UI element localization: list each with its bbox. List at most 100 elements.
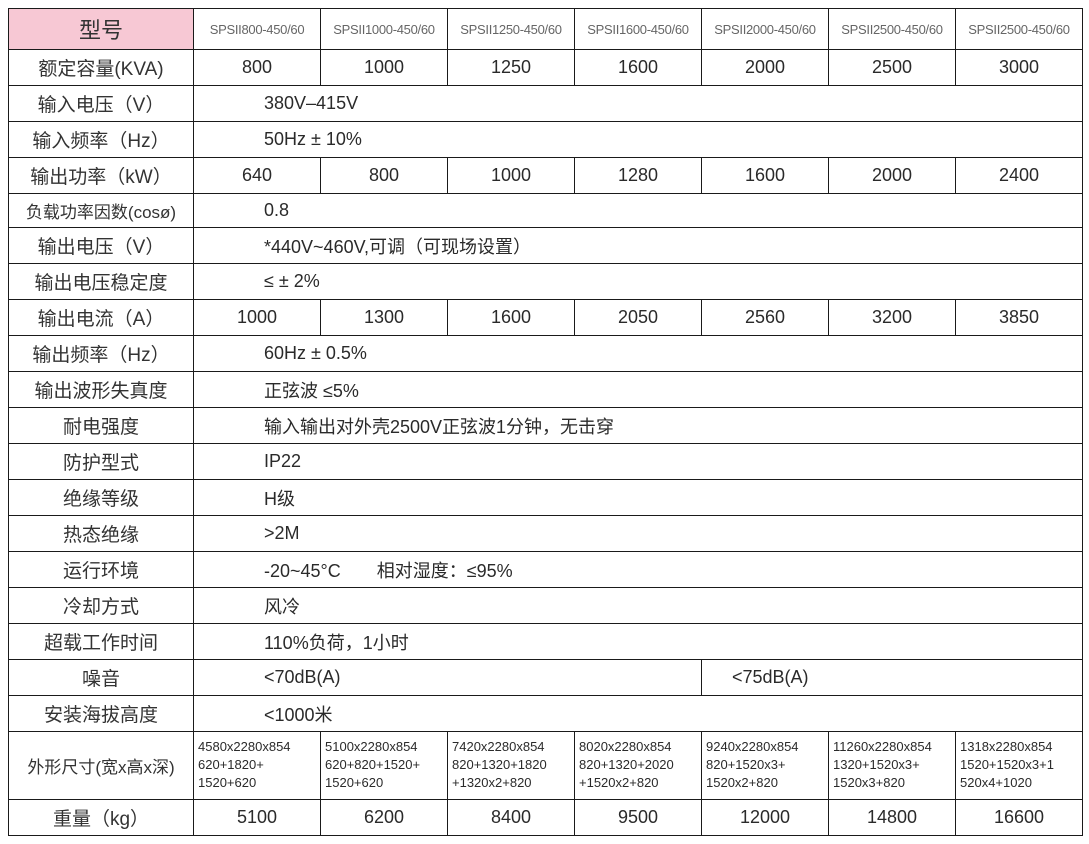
rated-capacity-3: 1600	[575, 50, 702, 86]
output-power-2: 1000	[448, 158, 575, 194]
row-input-freq: 输入频率（Hz） 50Hz ± 10%	[9, 122, 1083, 158]
model-6: SPSII2500-450/60	[956, 9, 1083, 50]
dimensions-0: 4580x2280x854 620+1820+ 1520+620	[194, 732, 321, 800]
row-altitude: 安装海拔高度 <1000米	[9, 696, 1083, 732]
rated-capacity-4: 2000	[702, 50, 829, 86]
dimensions-5: 11260x2280x854 1320+1520x3+ 1520x3+820	[829, 732, 956, 800]
output-freq-value: 60Hz ± 0.5%	[194, 336, 1083, 372]
output-stability-value: ≤ ± 2%	[194, 264, 1083, 300]
insulation-value: H级	[194, 480, 1083, 516]
noise-label: 噪音	[9, 660, 194, 696]
row-load-pf: 负载功率因数(cosø) 0.8	[9, 194, 1083, 228]
output-voltage-label: 输出电压（V）	[9, 228, 194, 264]
output-stability-label: 输出电压稳定度	[9, 264, 194, 300]
output-power-3: 1280	[575, 158, 702, 194]
input-voltage-label: 输入电压（V）	[9, 86, 194, 122]
dielectric-label: 耐电强度	[9, 408, 194, 444]
output-current-4: 2560	[702, 300, 829, 336]
header-row: 型号 SPSII800-450/60 SPSII1000-450/60 SPSI…	[9, 9, 1083, 50]
model-4: SPSII2000-450/60	[702, 9, 829, 50]
rated-capacity-label: 额定容量(KVA)	[9, 50, 194, 86]
row-weight: 重量（kg） 5100 6200 8400 9500 12000 14800 1…	[9, 800, 1083, 836]
row-distortion: 输出波形失真度 正弦波 ≤5%	[9, 372, 1083, 408]
environment-value: -20~45°C 相对湿度：≤95%	[194, 552, 1083, 588]
model-3: SPSII1600-450/60	[575, 9, 702, 50]
weight-label: 重量（kg）	[9, 800, 194, 836]
noise-value-1: <70dB(A)	[194, 660, 702, 696]
noise-value-2: <75dB(A)	[702, 660, 1083, 696]
output-power-6: 2400	[956, 158, 1083, 194]
row-output-freq: 输出频率（Hz） 60Hz ± 0.5%	[9, 336, 1083, 372]
header-label: 型号	[9, 9, 194, 50]
model-2: SPSII1250-450/60	[448, 9, 575, 50]
row-noise: 噪音 <70dB(A) <75dB(A)	[9, 660, 1083, 696]
input-freq-label: 输入频率（Hz）	[9, 122, 194, 158]
row-environment: 运行环境 -20~45°C 相对湿度：≤95%	[9, 552, 1083, 588]
row-output-stability: 输出电压稳定度 ≤ ± 2%	[9, 264, 1083, 300]
weight-2: 8400	[448, 800, 575, 836]
row-output-current: 输出电流（A） 1000 1300 1600 2050 2560 3200 38…	[9, 300, 1083, 336]
model-0: SPSII800-450/60	[194, 9, 321, 50]
output-current-0: 1000	[194, 300, 321, 336]
weight-5: 14800	[829, 800, 956, 836]
protection-value: IP22	[194, 444, 1083, 480]
input-voltage-value: 380V–415V	[194, 86, 1083, 122]
load-pf-label: 负载功率因数(cosø)	[9, 194, 194, 228]
environment-label: 运行环境	[9, 552, 194, 588]
weight-3: 9500	[575, 800, 702, 836]
dimensions-4: 9240x2280x854 820+1520x3+ 1520x2+820	[702, 732, 829, 800]
load-pf-value: 0.8	[194, 194, 1083, 228]
row-overload: 超载工作时间 110%负荷，1小时	[9, 624, 1083, 660]
overload-label: 超载工作时间	[9, 624, 194, 660]
row-insulation: 绝缘等级 H级	[9, 480, 1083, 516]
output-current-2: 1600	[448, 300, 575, 336]
output-power-1: 800	[321, 158, 448, 194]
cooling-label: 冷却方式	[9, 588, 194, 624]
dimensions-2: 7420x2280x854 820+1320+1820 +1320x2+820	[448, 732, 575, 800]
output-voltage-value: *440V~460V,可调（可现场设置）	[194, 228, 1083, 264]
dimensions-6: 1318x2280x854 1520+1520x3+1 520x4+1020	[956, 732, 1083, 800]
spec-table: 型号 SPSII800-450/60 SPSII1000-450/60 SPSI…	[8, 8, 1083, 836]
row-dielectric: 耐电强度 输入输出对外壳2500V正弦波1分钟，无击穿	[9, 408, 1083, 444]
weight-6: 16600	[956, 800, 1083, 836]
row-rated-capacity: 额定容量(KVA) 800 1000 1250 1600 2000 2500 3…	[9, 50, 1083, 86]
output-current-label: 输出电流（A）	[9, 300, 194, 336]
altitude-value: <1000米	[194, 696, 1083, 732]
rated-capacity-2: 1250	[448, 50, 575, 86]
output-power-4: 1600	[702, 158, 829, 194]
output-current-1: 1300	[321, 300, 448, 336]
thermal-value: >2M	[194, 516, 1083, 552]
row-protection: 防护型式 IP22	[9, 444, 1083, 480]
output-current-5: 3200	[829, 300, 956, 336]
row-input-voltage: 输入电压（V） 380V–415V	[9, 86, 1083, 122]
protection-label: 防护型式	[9, 444, 194, 480]
weight-0: 5100	[194, 800, 321, 836]
rated-capacity-6: 3000	[956, 50, 1083, 86]
distortion-value: 正弦波 ≤5%	[194, 372, 1083, 408]
rated-capacity-0: 800	[194, 50, 321, 86]
rated-capacity-5: 2500	[829, 50, 956, 86]
row-dimensions: 外形尺寸(宽x高x深) 4580x2280x854 620+1820+ 1520…	[9, 732, 1083, 800]
dimensions-3: 8020x2280x854 820+1320+2020 +1520x2+820	[575, 732, 702, 800]
output-current-3: 2050	[575, 300, 702, 336]
weight-4: 12000	[702, 800, 829, 836]
model-5: SPSII2500-450/60	[829, 9, 956, 50]
rated-capacity-1: 1000	[321, 50, 448, 86]
dimensions-label: 外形尺寸(宽x高x深)	[9, 732, 194, 800]
overload-value: 110%负荷，1小时	[194, 624, 1083, 660]
distortion-label: 输出波形失真度	[9, 372, 194, 408]
model-1: SPSII1000-450/60	[321, 9, 448, 50]
thermal-label: 热态绝缘	[9, 516, 194, 552]
output-power-label: 输出功率（kW）	[9, 158, 194, 194]
output-freq-label: 输出频率（Hz）	[9, 336, 194, 372]
row-cooling: 冷却方式 风冷	[9, 588, 1083, 624]
output-power-5: 2000	[829, 158, 956, 194]
dielectric-value: 输入输出对外壳2500V正弦波1分钟，无击穿	[194, 408, 1083, 444]
row-output-voltage: 输出电压（V） *440V~460V,可调（可现场设置）	[9, 228, 1083, 264]
output-current-6: 3850	[956, 300, 1083, 336]
row-output-power: 输出功率（kW） 640 800 1000 1280 1600 2000 240…	[9, 158, 1083, 194]
altitude-label: 安装海拔高度	[9, 696, 194, 732]
output-power-0: 640	[194, 158, 321, 194]
row-thermal: 热态绝缘 >2M	[9, 516, 1083, 552]
input-freq-value: 50Hz ± 10%	[194, 122, 1083, 158]
